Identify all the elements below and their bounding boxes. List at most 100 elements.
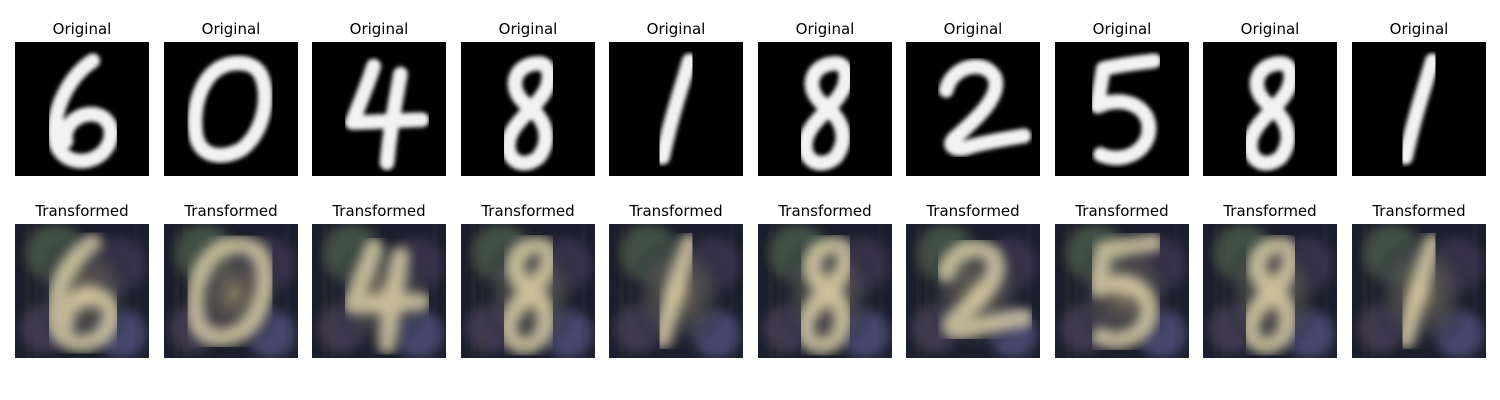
- stripe-artifact: [1065, 224, 1070, 358]
- stripe-artifact: [619, 224, 624, 358]
- transformed-title: Transformed: [1223, 202, 1317, 220]
- transformed-digit-image: [15, 224, 149, 358]
- original-title: Original: [1092, 20, 1152, 38]
- transformed-digit-image: [164, 224, 298, 358]
- stripe-artifact: [924, 224, 929, 358]
- digit-stroke: [185, 235, 275, 347]
- digit-8-image: [1203, 224, 1337, 358]
- digit-8-image: [461, 42, 595, 176]
- digit-stroke: [498, 236, 559, 355]
- transformed-digit-image: [1352, 224, 1486, 358]
- digit-stroke: [797, 56, 854, 171]
- stripe-artifact: [135, 224, 140, 358]
- digit-stroke: [653, 233, 699, 349]
- digit-8-image: [1203, 42, 1337, 176]
- transformed-title: Transformed: [1075, 202, 1169, 220]
- digit-6-image: [15, 224, 149, 358]
- stripe-artifact: [1362, 224, 1367, 358]
- stripe-artifact: [729, 224, 734, 358]
- transformed-digit-image: [758, 224, 892, 358]
- stripe-artifact: [330, 224, 335, 358]
- digit-8-image: [461, 224, 595, 358]
- stripe-artifact: [1213, 224, 1218, 358]
- stripe-artifact: [1370, 224, 1375, 358]
- digit-4-image: [312, 42, 446, 176]
- original-digit-image: [1203, 42, 1337, 176]
- stripe-artifact: [33, 224, 38, 358]
- transformed-digit-image: [1203, 224, 1337, 358]
- original-digit-image: [758, 42, 892, 176]
- transformed-title: Transformed: [184, 202, 278, 220]
- digit-stroke: [1088, 233, 1164, 350]
- original-title: Original: [349, 20, 409, 38]
- digit-stroke: [47, 53, 119, 169]
- stripe-artifact: [776, 224, 781, 358]
- stripe-artifact: [627, 224, 632, 358]
- digit-stroke: [938, 59, 1032, 157]
- digit-5-image: [1055, 42, 1189, 176]
- transformed-digit-image: [1055, 224, 1189, 358]
- stripe-artifact: [471, 224, 476, 358]
- digit-stroke: [342, 238, 432, 354]
- transformed-digit-image: [312, 224, 446, 358]
- stripe-artifact: [916, 224, 921, 358]
- stripe-artifact: [479, 224, 484, 358]
- original-title: Original: [498, 20, 558, 38]
- stripe-artifact: [1472, 224, 1477, 358]
- stripe-artifact: [25, 224, 30, 358]
- digit-stroke: [795, 236, 856, 355]
- original-title: Original: [795, 20, 855, 38]
- digit-8-image: [758, 224, 892, 358]
- digit-stroke: [500, 56, 557, 171]
- original-title: Original: [646, 20, 706, 38]
- digit-6-image: [15, 42, 149, 176]
- digit-stroke: [1090, 53, 1162, 166]
- original-digit-image: [906, 42, 1040, 176]
- stripe-artifact: [1073, 224, 1078, 358]
- stripe-artifact: [878, 224, 883, 358]
- transformed-title: Transformed: [35, 202, 129, 220]
- original-digit-image: [609, 42, 743, 176]
- stripe-artifact: [768, 224, 773, 358]
- digit-stroke: [1396, 233, 1442, 349]
- original-title: Original: [1389, 20, 1449, 38]
- stripe-artifact: [1026, 224, 1031, 358]
- original-digit-image: [461, 42, 595, 176]
- stripe-artifact: [581, 224, 586, 358]
- digit-stroke: [1242, 56, 1299, 171]
- transformed-title: Transformed: [629, 202, 723, 220]
- digit-1-image: [609, 224, 743, 358]
- digit-1-image: [1352, 224, 1486, 358]
- original-title: Original: [1240, 20, 1300, 38]
- stripe-artifact: [322, 224, 327, 358]
- transformed-title: Transformed: [481, 202, 575, 220]
- transformed-digit-image: [609, 224, 743, 358]
- stripe-artifact: [432, 224, 437, 358]
- digit-stroke: [45, 233, 121, 353]
- stripe-artifact: [1221, 224, 1226, 358]
- stripe-artifact: [1323, 224, 1328, 358]
- digit-2-image: [906, 224, 1040, 358]
- transformed-title: Transformed: [1372, 202, 1466, 220]
- digit-stroke: [344, 58, 430, 170]
- digit-stroke: [1398, 53, 1440, 165]
- original-digit-image: [15, 42, 149, 176]
- transformed-digit-image: [461, 224, 595, 358]
- original-title: Original: [201, 20, 261, 38]
- digit-stroke: [936, 239, 1034, 341]
- stripe-artifact: [1175, 224, 1180, 358]
- transformed-title: Transformed: [778, 202, 872, 220]
- transformed-digit-image: [906, 224, 1040, 358]
- original-title: Original: [52, 20, 112, 38]
- original-digit-image: [164, 42, 298, 176]
- digit-4-image: [312, 224, 446, 358]
- digit-stroke: [1240, 236, 1301, 355]
- digit-0-image: [164, 42, 298, 176]
- transformed-title: Transformed: [926, 202, 1020, 220]
- stripe-artifact: [182, 224, 187, 358]
- digit-0-image: [164, 224, 298, 358]
- digit-stroke: [187, 55, 273, 163]
- digit-stroke: [655, 53, 697, 165]
- transformed-title: Transformed: [332, 202, 426, 220]
